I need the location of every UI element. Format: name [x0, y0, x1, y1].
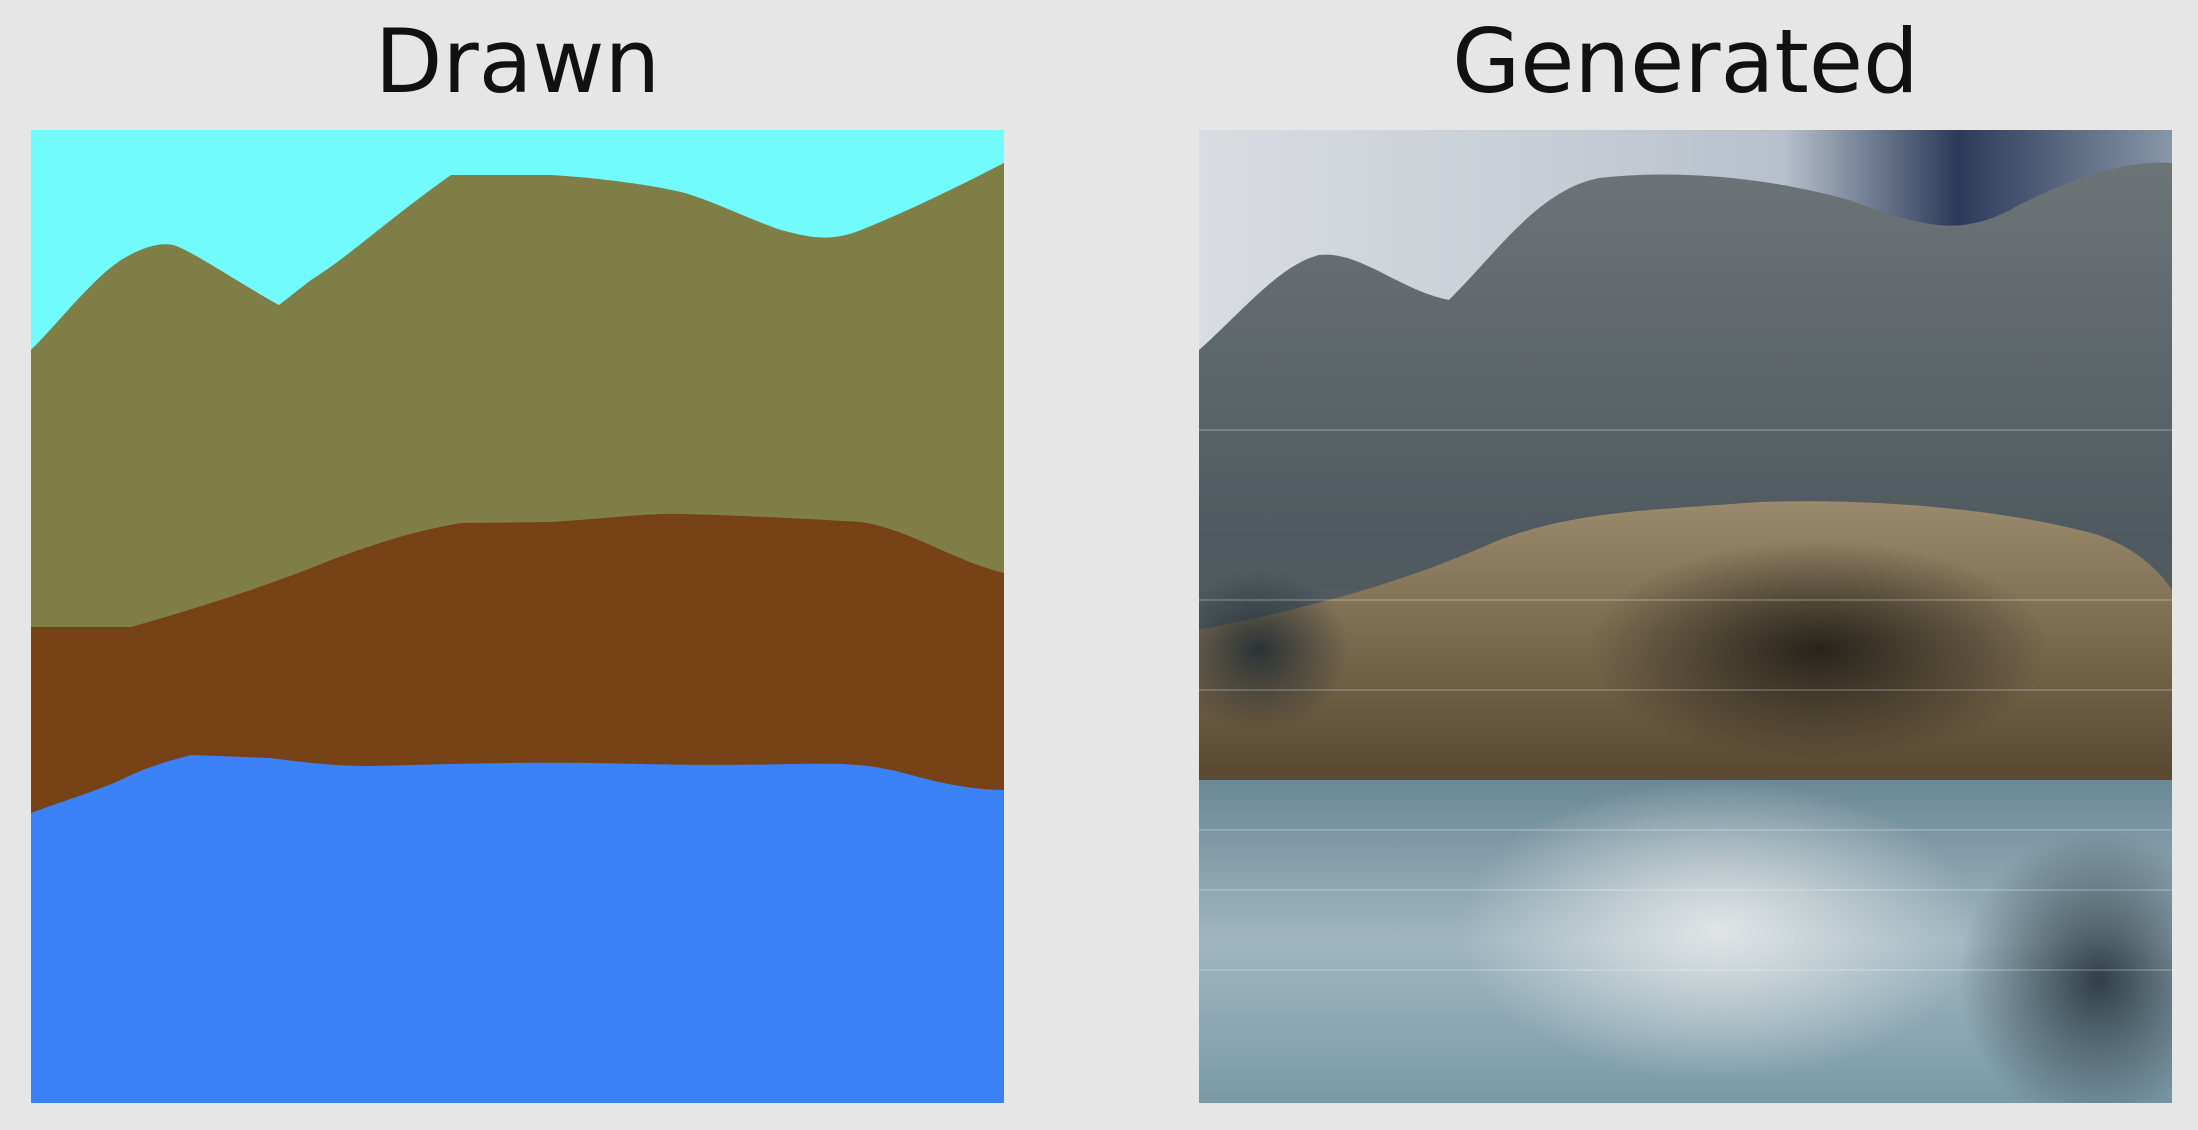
drawn-panel-title: Drawn [374, 10, 661, 113]
generated-panel-title: Generated [1452, 10, 1919, 113]
water-region [31, 755, 1004, 1103]
generated-landscape-image [1199, 130, 2172, 1103]
drawn-segmentation-image [31, 130, 1004, 1103]
